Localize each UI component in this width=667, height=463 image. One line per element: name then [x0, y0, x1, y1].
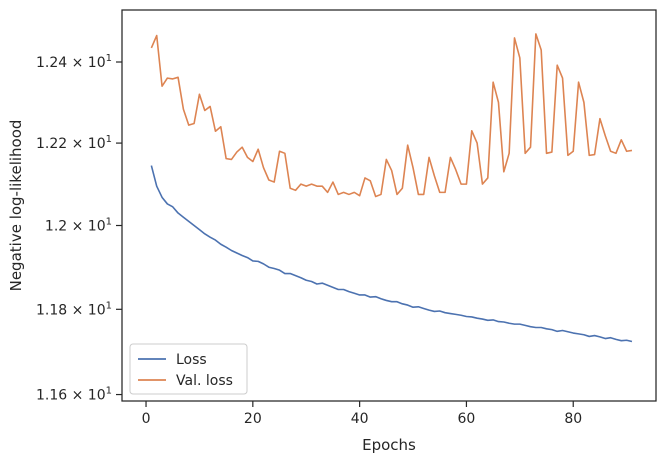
x-tick-label: 0 — [142, 411, 151, 427]
axes-frame — [121, 9, 657, 402]
x-tick-label: 60 — [458, 411, 476, 427]
y-tick-label: 1.2 × 101 — [45, 217, 112, 235]
y-axis-ticks: 1.16 × 101 1.18 × 101 1.2 × 101 1.22 × 101 1… — [36, 53, 122, 404]
x-tick-label: 40 — [351, 411, 369, 427]
y-tick-label: 1.16 × 101 — [36, 386, 112, 404]
legend-entry-label: Val. loss — [176, 373, 233, 389]
series-line-loss — [150, 165, 633, 343]
y-tick-label: 1.18 × 101 — [36, 300, 112, 318]
y-axis-label: Negative log-likelihood — [7, 120, 25, 292]
legend-box — [129, 343, 248, 395]
y-tick-label: 1.22 × 101 — [36, 134, 112, 152]
x-axis-ticks: 0 20 40 60 80 — [142, 401, 582, 427]
x-axis-label: Epochs — [362, 436, 416, 454]
legend: Loss Val. loss — [129, 343, 248, 395]
legend-entry-label: Loss — [176, 352, 207, 368]
y-tick-label: 1.24 × 101 — [36, 53, 112, 71]
x-tick-label: 20 — [244, 411, 262, 427]
x-tick-label: 80 — [564, 411, 582, 427]
plot-lines — [150, 33, 633, 343]
series-line-val-loss — [150, 33, 633, 198]
